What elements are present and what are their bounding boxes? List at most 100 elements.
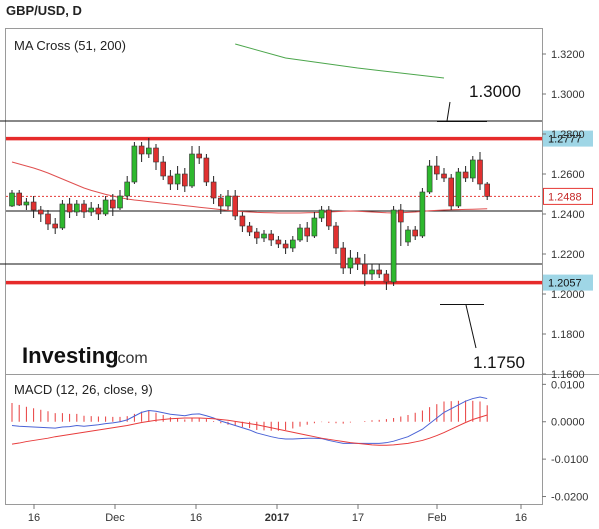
candle	[484, 182, 491, 200]
annotation-1-1750-text: 1.1750	[473, 353, 525, 372]
current-price-text: 1.2488	[548, 191, 582, 203]
candle-body	[469, 159, 476, 179]
candle	[239, 212, 246, 232]
candle	[275, 236, 282, 248]
price-levels: 1.2777 1.2057 1.2488	[0, 120, 593, 291]
candle	[23, 198, 30, 210]
moving-averages	[11, 43, 488, 214]
candle	[52, 218, 59, 234]
candle-body	[16, 192, 23, 206]
candle-body	[239, 215, 246, 227]
candle	[218, 194, 224, 214]
price-tick-label: 1.2200	[551, 249, 585, 261]
candle-body	[340, 247, 347, 269]
candle	[81, 200, 87, 218]
candle	[347, 250, 354, 274]
candle-body	[74, 203, 80, 213]
candle	[117, 190, 123, 210]
candle	[354, 252, 361, 270]
chart-frame	[5, 28, 543, 505]
candle-body	[37, 209, 44, 215]
candle-body	[419, 191, 426, 237]
candle	[297, 224, 303, 242]
time-tick-label: 16	[28, 512, 40, 524]
candle-body	[95, 207, 102, 215]
candle	[455, 168, 462, 208]
price-tick-label: 1.1600	[551, 369, 585, 381]
candle	[448, 174, 455, 210]
candle-body	[23, 201, 30, 206]
candle	[376, 264, 383, 278]
candle-body	[189, 153, 195, 187]
candle	[167, 170, 174, 190]
candle	[66, 198, 73, 218]
ma-fast-line	[11, 161, 488, 214]
candle-body	[325, 209, 332, 227]
ma-slow-line	[235, 43, 445, 79]
candle-body	[354, 257, 361, 265]
candle-body	[218, 197, 224, 207]
macd-tick-label: -0.0100	[551, 454, 588, 466]
candle-body	[124, 181, 130, 197]
time-tick-label: 16	[515, 512, 527, 524]
candle	[30, 196, 37, 218]
candle-body	[297, 227, 303, 241]
candle	[196, 146, 202, 164]
candle-body	[246, 225, 253, 233]
macd-plot	[11, 396, 488, 446]
candle-body	[81, 203, 87, 213]
candle-body	[210, 181, 217, 199]
candle-body	[131, 145, 138, 183]
candle-body	[282, 243, 289, 249]
price-tick-label: 1.2000	[551, 289, 585, 301]
candle	[254, 228, 260, 244]
candle-body	[30, 201, 37, 211]
candle-body	[102, 199, 109, 215]
candle-body	[433, 165, 440, 175]
candle-body	[45, 213, 51, 225]
candle	[318, 206, 325, 222]
candle	[59, 200, 66, 230]
candle	[441, 168, 447, 182]
annotation-1-3000: 1.3000	[437, 82, 521, 122]
candle-body	[59, 203, 66, 229]
candle-body	[110, 199, 116, 209]
candle	[433, 156, 440, 180]
time-tick-label: 16	[190, 512, 202, 524]
candle-body	[167, 175, 174, 185]
candle	[340, 242, 347, 274]
candle-body	[347, 257, 354, 269]
candle-body	[225, 195, 231, 207]
macd-label: MACD (12, 26, close, 9)	[14, 382, 153, 397]
candle-body	[441, 173, 447, 179]
candle-body	[455, 171, 462, 207]
candle	[210, 176, 217, 204]
price-tick-label: 1.1800	[551, 329, 585, 341]
logo-suffix: .com	[113, 350, 148, 367]
candle	[477, 152, 483, 190]
key-level-tag-text: 1.2057	[548, 278, 582, 290]
logo-text: Investing	[22, 343, 119, 368]
candle	[246, 222, 253, 236]
candle	[369, 264, 375, 280]
candle	[289, 236, 296, 252]
candle-body	[268, 233, 275, 241]
key-level-tag	[543, 274, 593, 291]
candle	[304, 222, 311, 242]
candle	[102, 196, 109, 216]
ma-cross-label: MA Cross (51, 200)	[14, 38, 126, 53]
candle-body	[232, 195, 238, 217]
candle-body	[261, 233, 267, 239]
chart-title: GBP/USD, D	[6, 3, 82, 18]
candle-body	[484, 183, 491, 197]
candle	[203, 154, 210, 186]
candle-body	[448, 177, 455, 207]
candle	[361, 254, 368, 286]
candle	[189, 146, 195, 188]
candle-body	[477, 159, 483, 185]
investing-logo: Investing .com	[22, 343, 148, 368]
candle	[225, 190, 231, 210]
candle	[131, 142, 138, 184]
candle	[37, 206, 44, 222]
